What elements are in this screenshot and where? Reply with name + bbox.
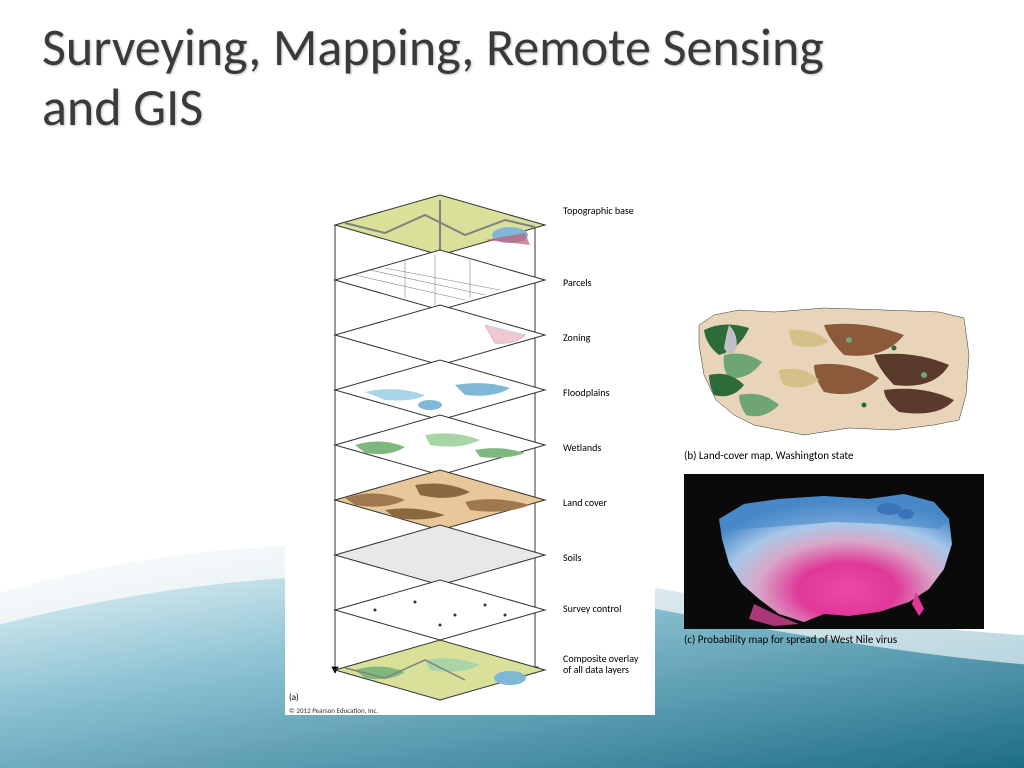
figure-a-gis-layers: Topographic base Parcels Zoning Floodpla…: [285, 185, 655, 715]
figure-c-probability-map: [684, 474, 984, 629]
layer-soils: [335, 525, 545, 585]
slide-title: Surveying, Mapping, Remote Sensing and G…: [42, 18, 824, 138]
layer-parcels: [335, 250, 545, 310]
figure-b-caption: (b) Land-cover map, Washington state: [684, 449, 1014, 462]
layer-land-cover: [335, 470, 545, 530]
figure-a-label: (a): [289, 692, 299, 703]
layer-topographic-base: [335, 195, 545, 255]
layer-composite: [335, 640, 545, 700]
label-survey-control: Survey control: [563, 603, 623, 614]
figure-c-caption: (c) Probability map for spread of West N…: [684, 633, 1014, 646]
label-zoning: Zoning: [563, 332, 590, 343]
label-soils: Soils: [563, 552, 581, 563]
label-wetlands: Wetlands: [563, 442, 601, 453]
figure-b-land-cover-map: [684, 300, 984, 445]
copyright-text: © 2012 Pearson Education, Inc.: [289, 706, 378, 715]
side-maps-panel: (b) Land-cover map, Washington state: [684, 300, 1014, 658]
label-floodplains: Floodplains: [563, 387, 610, 398]
layer-wetlands: [335, 415, 545, 475]
label-parcels: Parcels: [563, 277, 592, 288]
label-land-cover: Land cover: [563, 497, 607, 508]
layer-floodplains: [335, 360, 545, 420]
layer-survey-control: [335, 580, 545, 640]
label-topographic-base: Topographic base: [563, 205, 643, 216]
label-composite: Composite overlay of all data layers: [563, 653, 643, 675]
title-line-1: Surveying, Mapping, Remote Sensing and G…: [42, 15, 824, 139]
layer-zoning: [335, 305, 545, 365]
